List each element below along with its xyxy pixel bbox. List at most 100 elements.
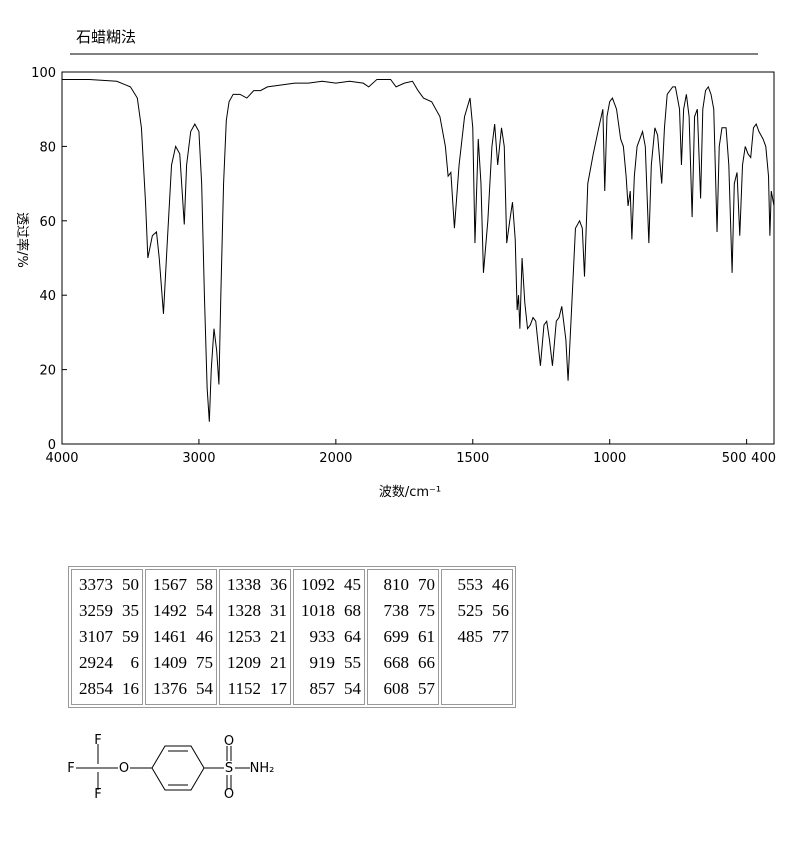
transmittance: 75: [418, 601, 435, 620]
transmittance: 21: [270, 653, 287, 672]
transmittance: 6: [130, 653, 140, 672]
peak-row: 1461 46: [149, 624, 213, 650]
peak-row: 1209 21: [223, 650, 287, 676]
peak-column: 1567 58 1492 54 1461 46 1409 75 1376 54: [145, 569, 217, 705]
transmittance: 54: [344, 679, 361, 698]
peak-row: 3107 59: [75, 624, 139, 650]
transmittance: 17: [270, 679, 287, 698]
peak-row: 608 57: [371, 676, 436, 702]
plot-frame: [61, 71, 775, 445]
peak-row: 1409 75: [149, 650, 213, 676]
wavenumber: 525: [457, 601, 484, 620]
x-tick-label: 400: [751, 451, 776, 466]
transmittance: 50: [122, 575, 139, 594]
wavenumber: 1152: [227, 679, 261, 698]
peak-row: 3373 50: [75, 572, 139, 598]
atom-labels: F F F O S O O NH₂: [67, 733, 274, 802]
peak-row: 933 64: [297, 624, 362, 650]
peak-row: 1092 45: [297, 572, 361, 598]
transmittance: 45: [344, 575, 361, 594]
peak-row: 1338 36: [223, 572, 287, 598]
x-tick-label: 1500: [456, 451, 489, 466]
transmittance: 57: [418, 679, 435, 698]
transmittance: 59: [122, 627, 139, 646]
peak-row: 1253 21: [223, 624, 287, 650]
wavenumber: 933: [309, 627, 336, 646]
transmittance: 68: [344, 601, 361, 620]
transmittance: 77: [492, 627, 509, 646]
wavenumber: 3107: [79, 627, 113, 646]
wavenumber: 1018: [301, 601, 335, 620]
wavenumber: 738: [383, 601, 410, 620]
atom: F: [94, 733, 101, 748]
x-tick-label: 4000: [45, 451, 78, 466]
transmittance: 75: [196, 653, 213, 672]
wavenumber: 857: [309, 679, 336, 698]
wavenumber: 810: [383, 575, 410, 594]
y-tick-label: 100: [31, 66, 56, 81]
x-axis-label: 波数/cm⁻¹: [379, 485, 441, 500]
wavenumber: 553: [457, 575, 484, 594]
wavenumber: 485: [457, 627, 484, 646]
peak-column: 1338 36 1328 31 1253 21 1209 21 1152 17: [219, 569, 291, 705]
wavenumber: 668: [383, 653, 410, 672]
peak-row: 1376 54: [149, 676, 213, 702]
transmittance: 58: [196, 575, 213, 594]
peak-column: 810 70 738 75 699 61 668 66 608 57: [367, 569, 439, 705]
peak-column: 3373 50 3259 35 3107 59 2924 6 2854 16: [71, 569, 143, 705]
wavenumber: 1409: [153, 653, 187, 672]
peak-row: 1328 31: [223, 598, 287, 624]
peak-row: 857 54: [297, 676, 362, 702]
atom: NH₂: [250, 761, 275, 776]
peak-row: 525 56: [445, 598, 510, 624]
peak-row: 810 70: [371, 572, 436, 598]
y-tick-label: 80: [39, 140, 56, 155]
peak-column: 1092 45 1018 68 933 64 919 55 857 54: [293, 569, 365, 705]
atom: S: [225, 761, 233, 776]
peak-row: 485 77: [445, 624, 510, 650]
wavenumber: 1461: [153, 627, 187, 646]
x-tick-label: 500: [722, 451, 747, 466]
transmittance: 70: [418, 575, 435, 594]
atom: O: [119, 761, 129, 776]
atom: O: [224, 734, 234, 749]
wavenumber: 2854: [79, 679, 113, 698]
peak-row: 553 46: [445, 572, 510, 598]
y-tick-label: 40: [39, 289, 56, 304]
wavenumber: 1209: [227, 653, 261, 672]
transmittance: 61: [418, 627, 435, 646]
x-tick-label: 1000: [593, 451, 626, 466]
transmittance: 64: [344, 627, 361, 646]
transmittance: 54: [196, 679, 213, 698]
y-tick-label: 0: [48, 438, 56, 453]
wavenumber: 608: [383, 679, 410, 698]
spectrum-line: [62, 78, 775, 422]
transmittance: 46: [196, 627, 213, 646]
transmittance: 55: [344, 653, 361, 672]
wavenumber: 1338: [227, 575, 261, 594]
peak-row: 699 61: [371, 624, 436, 650]
transmittance: 31: [270, 601, 287, 620]
transmittance: 46: [492, 575, 509, 594]
transmittance: 36: [270, 575, 287, 594]
wavenumber: 2924: [79, 653, 113, 672]
structure: F F F O S O O NH₂: [67, 733, 274, 802]
peak-column: 553 46 525 56 485 77: [441, 569, 513, 705]
transmittance: 56: [492, 601, 509, 620]
wavenumber: 1253: [227, 627, 261, 646]
peak-row: 1152 17: [223, 676, 287, 702]
peak-table-row: 3373 50 3259 35 3107 59 2924 6 2854 16 1567 58 1492 5…: [71, 569, 513, 705]
method-title: 石蜡糊法: [76, 28, 136, 46]
atom: F: [67, 761, 74, 776]
y-tick-label: 20: [39, 364, 56, 379]
atom: F: [94, 787, 101, 802]
y-axis-label: 透过率/%: [14, 212, 30, 268]
wavenumber: 1567: [153, 575, 187, 594]
peak-row: 2854 16: [75, 676, 139, 702]
transmittance: 16: [122, 679, 139, 698]
wavenumber: 3373: [79, 575, 113, 594]
wavenumber: 699: [383, 627, 410, 646]
peak-table: 3373 50 3259 35 3107 59 2924 6 2854 16 1567 58 1492 5…: [68, 566, 516, 708]
x-tick-label: 3000: [182, 451, 215, 466]
